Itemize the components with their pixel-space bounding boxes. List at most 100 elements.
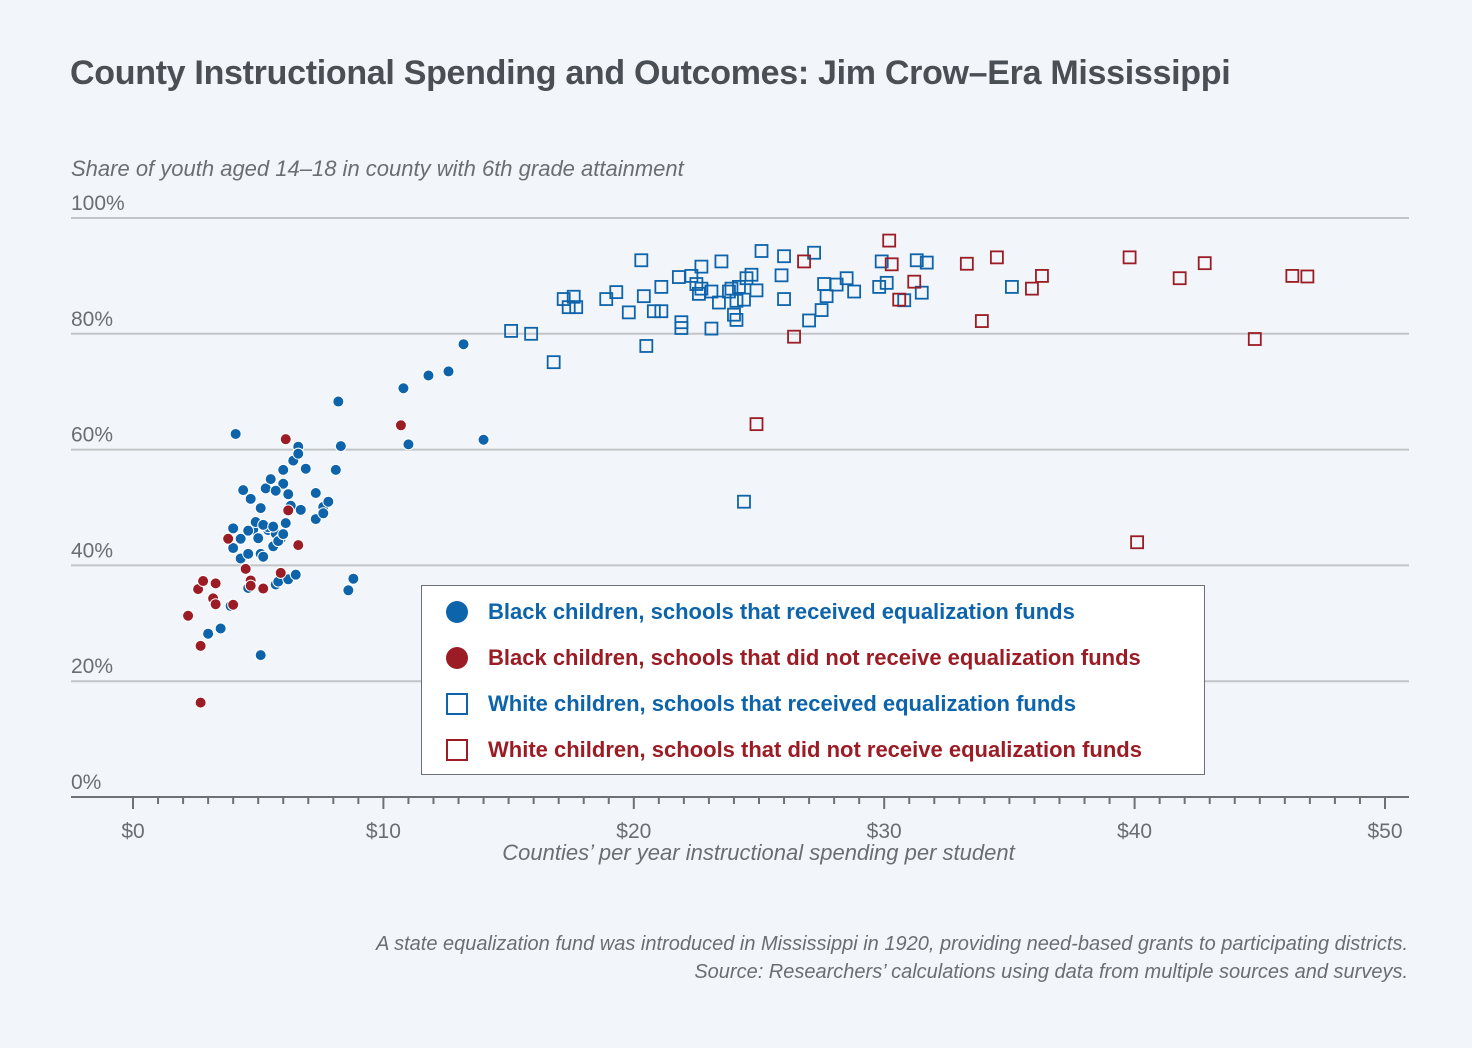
x-tick-label: $40: [1117, 820, 1152, 843]
data-point-square: [1122, 250, 1137, 265]
data-point-square: [739, 271, 754, 286]
data-point-square: [989, 250, 1004, 265]
data-point-circle: [397, 382, 410, 395]
data-point-square: [689, 277, 704, 291]
data-point-circle: [422, 369, 435, 382]
data-point-circle: [277, 528, 290, 541]
y-tick-label: 0%: [71, 771, 101, 794]
data-point-circle: [229, 427, 242, 440]
legend-label: White children, schools that received eq…: [488, 691, 1076, 716]
data-point-square: [694, 259, 709, 274]
y-tick-labels: 0% 20% 40% 60% 80% 100%: [71, 192, 125, 794]
legend: Black children, schools that received eq…: [421, 585, 1205, 775]
data-point-circle: [332, 395, 345, 408]
data-point-square: [814, 303, 829, 317]
legend-item-white-received: White children, schools that received eq…: [446, 691, 1076, 717]
y-axis-label: Share of youth aged 14–18 in county with…: [71, 156, 684, 181]
legend-item-black-received: Black children, schools that received eq…: [446, 599, 1075, 625]
data-point-square: [777, 292, 791, 306]
data-point-circle: [282, 504, 295, 517]
data-point-circle: [257, 550, 270, 563]
data-point-square: [907, 274, 922, 289]
footnote-source: Source: Researchers’ calculations using …: [694, 961, 1408, 983]
data-point-square: [1005, 280, 1019, 294]
data-point-circle: [244, 579, 257, 592]
data-point-circle: [242, 547, 255, 560]
data-point-circle: [402, 438, 415, 451]
data-point-circle: [394, 419, 407, 432]
y-tick-label: 40%: [71, 539, 113, 562]
data-point-square: [646, 304, 661, 319]
data-point-circle: [289, 568, 302, 581]
x-tick-label: $50: [1367, 820, 1402, 843]
data-point-square: [744, 267, 759, 282]
data-point-square: [879, 275, 894, 290]
data-point-circle: [264, 473, 277, 486]
footnote-note: A state equalization fund was introduced…: [375, 933, 1408, 955]
data-point-circle: [209, 577, 222, 590]
data-point-square: [737, 292, 751, 307]
data-point-circle: [277, 477, 290, 490]
data-point-square: [884, 257, 899, 272]
data-point-square: [914, 285, 929, 300]
data-point-square: [1130, 535, 1145, 550]
data-point-circle: [227, 522, 240, 535]
data-point-circle: [279, 433, 292, 446]
series-1: [182, 419, 407, 709]
data-point-square: [1285, 268, 1300, 283]
data-point-square: [749, 283, 764, 298]
data-point-square: [1172, 271, 1187, 286]
data-point-square: [1300, 269, 1315, 284]
data-point-square: [599, 292, 614, 306]
data-point-square: [729, 293, 744, 308]
data-point-circle: [242, 524, 255, 537]
data-point-circle: [334, 440, 347, 453]
data-point-square: [754, 244, 769, 258]
data-point-circle: [257, 518, 270, 531]
data-point-circle: [267, 520, 280, 533]
data-point-circle: [252, 532, 265, 545]
data-point-square: [704, 284, 719, 299]
data-point-circle: [239, 562, 252, 575]
data-point-square: [839, 271, 854, 286]
legend-item-black-not-received: Black children, schools that did not rec…: [446, 645, 1141, 671]
data-point-square: [621, 305, 636, 320]
data-point-circle: [269, 484, 282, 497]
x-tick-label: $0: [121, 820, 144, 843]
chart-title: County Instructional Spending and Outcom…: [70, 54, 1231, 92]
data-point-square: [654, 304, 669, 319]
data-point-square: [959, 256, 974, 271]
legend-label: White children, schools that did not rec…: [488, 737, 1142, 762]
data-point-circle: [279, 517, 292, 530]
data-point-circle: [322, 495, 335, 508]
data-point-square: [897, 293, 912, 308]
data-point-circle: [292, 447, 305, 460]
data-point-circle: [214, 622, 227, 635]
data-point-square: [639, 339, 654, 353]
series-0: [202, 338, 490, 662]
data-point-circle: [282, 488, 295, 501]
data-point-square: [872, 280, 887, 294]
x-tick-label: $20: [616, 820, 651, 843]
data-point-square: [774, 268, 789, 283]
data-point-circle: [194, 639, 207, 652]
data-point-circle: [277, 463, 290, 476]
data-point-circle: [309, 487, 322, 500]
data-point-square: [556, 292, 571, 306]
data-point-circle: [254, 502, 267, 515]
data-point-circle: [197, 575, 210, 588]
data-point-circle: [254, 649, 267, 662]
y-tick-label: 80%: [71, 308, 113, 331]
y-tick-label: 100%: [71, 192, 125, 215]
data-point-square: [1197, 256, 1212, 271]
data-point-square: [634, 253, 649, 268]
data-point-square: [919, 255, 934, 270]
data-point-square: [787, 329, 801, 344]
data-point-square: [1025, 281, 1039, 296]
data-point-square: [777, 249, 791, 264]
data-points: [182, 233, 1315, 709]
series-3: [749, 233, 1315, 550]
legend-item-white-not-received: White children, schools that did not rec…: [446, 737, 1142, 763]
data-point-square: [817, 277, 832, 291]
data-point-square: [684, 268, 699, 283]
